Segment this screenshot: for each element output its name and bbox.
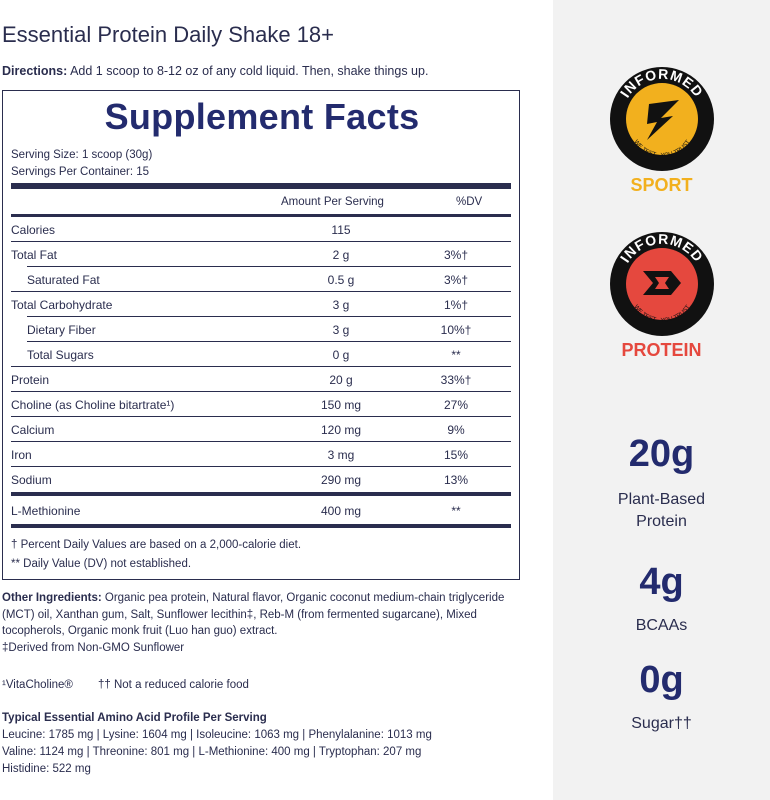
directions-text: Add 1 scoop to 8-12 oz of any cold liqui…	[67, 64, 429, 78]
top-divider-bar	[11, 183, 511, 189]
nutrient-dv: 15%	[443, 448, 469, 462]
table-row: Total Sugars 0 g **	[11, 342, 511, 367]
nutrient-dv: **	[451, 348, 461, 362]
row-divider	[11, 241, 511, 242]
nutrient-amount: 0 g	[332, 348, 350, 362]
bcaa-stat-value: 4g	[639, 561, 684, 603]
nutrient-label: Total Fat	[11, 248, 58, 262]
nutrient-amount: 0.5 g	[327, 273, 355, 287]
product-title: Essential Protein Daily Shake 18+	[2, 22, 335, 47]
table-row: Saturated Fat 0.5 g 3%†	[11, 267, 511, 292]
informed-sport-badge: INFORMED WE TEST · YOU TRUST	[610, 66, 714, 171]
supplement-facts-heading: Supplement Facts	[104, 96, 420, 137]
nutrient-label: L-Methionine	[11, 504, 81, 518]
row-divider	[27, 316, 511, 317]
nutrient-label: Choline (as Choline bitartrate¹)	[11, 398, 175, 412]
nutrient-amount: 2 g	[332, 248, 350, 262]
table-row: Dietary Fiber 3 g 10%†	[11, 317, 511, 342]
nutrient-label: Iron	[11, 448, 32, 462]
table-row: Total Carbohydrate 3 g 1%†	[11, 292, 511, 317]
nutrient-label: Calcium	[11, 423, 55, 437]
amino-profile-line: Histidine: 522 mg	[2, 763, 91, 775]
protein-stat-value: 20g	[628, 433, 695, 475]
table-row: Sodium 290 mg 13%	[11, 467, 511, 492]
nutrient-amount: 115	[331, 223, 351, 237]
badge-label-sport: SPORT	[630, 175, 693, 195]
vitacholine-note: ¹VitaCholine®	[2, 679, 73, 691]
serving-info: Serving Size: 1 scoop (30g) Servings Per…	[11, 147, 152, 181]
supplement-facts-panel: Supplement Facts Serving Size: 1 scoop (…	[2, 90, 520, 580]
row-divider	[11, 441, 511, 442]
table-row: Calories 115	[11, 217, 511, 242]
bottom-divider-bar	[11, 524, 511, 528]
nutrient-dv: 9%	[447, 423, 465, 437]
nutrient-label: Saturated Fat	[27, 273, 100, 287]
table-row: Choline (as Choline bitartrate¹) 150 mg …	[11, 392, 511, 417]
nutrient-amount: 120 mg	[320, 423, 362, 437]
nutrient-dv: 27%	[443, 398, 469, 412]
not-reduced-calorie-note: †† Not a reduced calorie food	[98, 679, 249, 691]
nutrient-dv: 3%†	[443, 248, 469, 262]
row-divider	[11, 366, 511, 367]
sugar-stat-label: Sugar††	[631, 715, 692, 732]
table-row: Protein 20 g 33%†	[11, 367, 511, 392]
dv-not-established-footnote: ** Daily Value (DV) not established.	[11, 558, 192, 570]
row-divider	[11, 466, 511, 467]
non-gmo-note: ‡Derived from Non-GMO Sunflower	[2, 641, 185, 654]
header-divider	[11, 214, 511, 217]
nutrient-dv: 3%†	[443, 273, 469, 287]
nutrient-amount: 20 g	[329, 373, 353, 387]
nutrient-dv: 10%†	[440, 323, 472, 337]
label-panel	[0, 0, 553, 800]
row-divider	[11, 391, 511, 392]
other-ingredients-text: Organic pea protein, Natural flavor, Org…	[2, 592, 505, 637]
nutrient-amount: 150 mg	[320, 398, 362, 412]
amino-profile-line: Valine: 1124 mg | Threonine: 801 mg | L-…	[2, 746, 422, 758]
mid-divider-bar	[11, 492, 511, 496]
table-row: Calcium 120 mg 9%	[11, 417, 511, 442]
servings-per-container: Servings Per Container: 15	[11, 166, 150, 178]
nutrient-label: Total Carbohydrate	[11, 298, 113, 312]
nutrient-dv: **	[451, 504, 461, 518]
runner-icon	[647, 100, 679, 140]
row-divider	[11, 416, 511, 417]
nutrient-amount: 400 mg	[320, 504, 362, 518]
row-divider	[27, 266, 511, 267]
nutrient-amount: 3 mg	[327, 448, 355, 462]
row-divider	[11, 291, 511, 292]
nutrient-label: Dietary Fiber	[27, 323, 96, 337]
sugar-stat-value: 0g	[639, 659, 684, 701]
badge-label-protein: PROTEIN	[621, 340, 702, 360]
amount-column-header: Amount Per Serving	[281, 196, 384, 208]
dv-column-header: %DV	[456, 196, 483, 208]
table-row: L-Methionine 400 mg **	[11, 498, 511, 523]
other-ingredients-label: Other Ingredients:	[2, 592, 102, 604]
nutrient-dv: 1%†	[443, 298, 469, 312]
other-ingredients: Other Ingredients: Organic pea protein, …	[2, 590, 522, 656]
nutrient-amount: 290 mg	[320, 473, 362, 487]
nutrient-label: Calories	[11, 223, 56, 237]
protein-stat-label-line2: Protein	[636, 513, 687, 530]
nutrient-label: Protein	[11, 373, 50, 387]
table-row: Iron 3 mg 15%	[11, 442, 511, 467]
informed-protein-badge: INFORMED WE TEST · YOU TRUST	[610, 231, 714, 336]
nutrient-label: Total Sugars	[27, 348, 94, 362]
amino-profile-title: Typical Essential Amino Acid Profile Per…	[2, 712, 267, 724]
nutrient-dv: 33%†	[440, 373, 472, 387]
directions-label: Directions:	[2, 64, 68, 78]
dv-footnote: † Percent Daily Values are based on a 2,…	[11, 539, 302, 551]
bcaa-stat-label: BCAAs	[635, 617, 688, 634]
directions: Directions: Add 1 scoop to 8-12 oz of an…	[2, 64, 428, 78]
serving-size: Serving Size: 1 scoop (30g)	[11, 149, 153, 161]
protein-stat-label: Plant-Based	[617, 491, 706, 508]
nutrient-amount: 3 g	[332, 298, 350, 312]
row-divider	[27, 341, 511, 342]
amino-profile-line: Leucine: 1785 mg | Lysine: 1604 mg | Iso…	[2, 729, 432, 741]
nutrient-amount: 3 g	[332, 323, 350, 337]
nutrient-dv: 13%	[443, 473, 469, 487]
protein-chevron-inner-icon	[655, 277, 669, 289]
nutrient-label: Sodium	[11, 473, 52, 487]
table-row: Total Fat 2 g 3%†	[11, 242, 511, 267]
